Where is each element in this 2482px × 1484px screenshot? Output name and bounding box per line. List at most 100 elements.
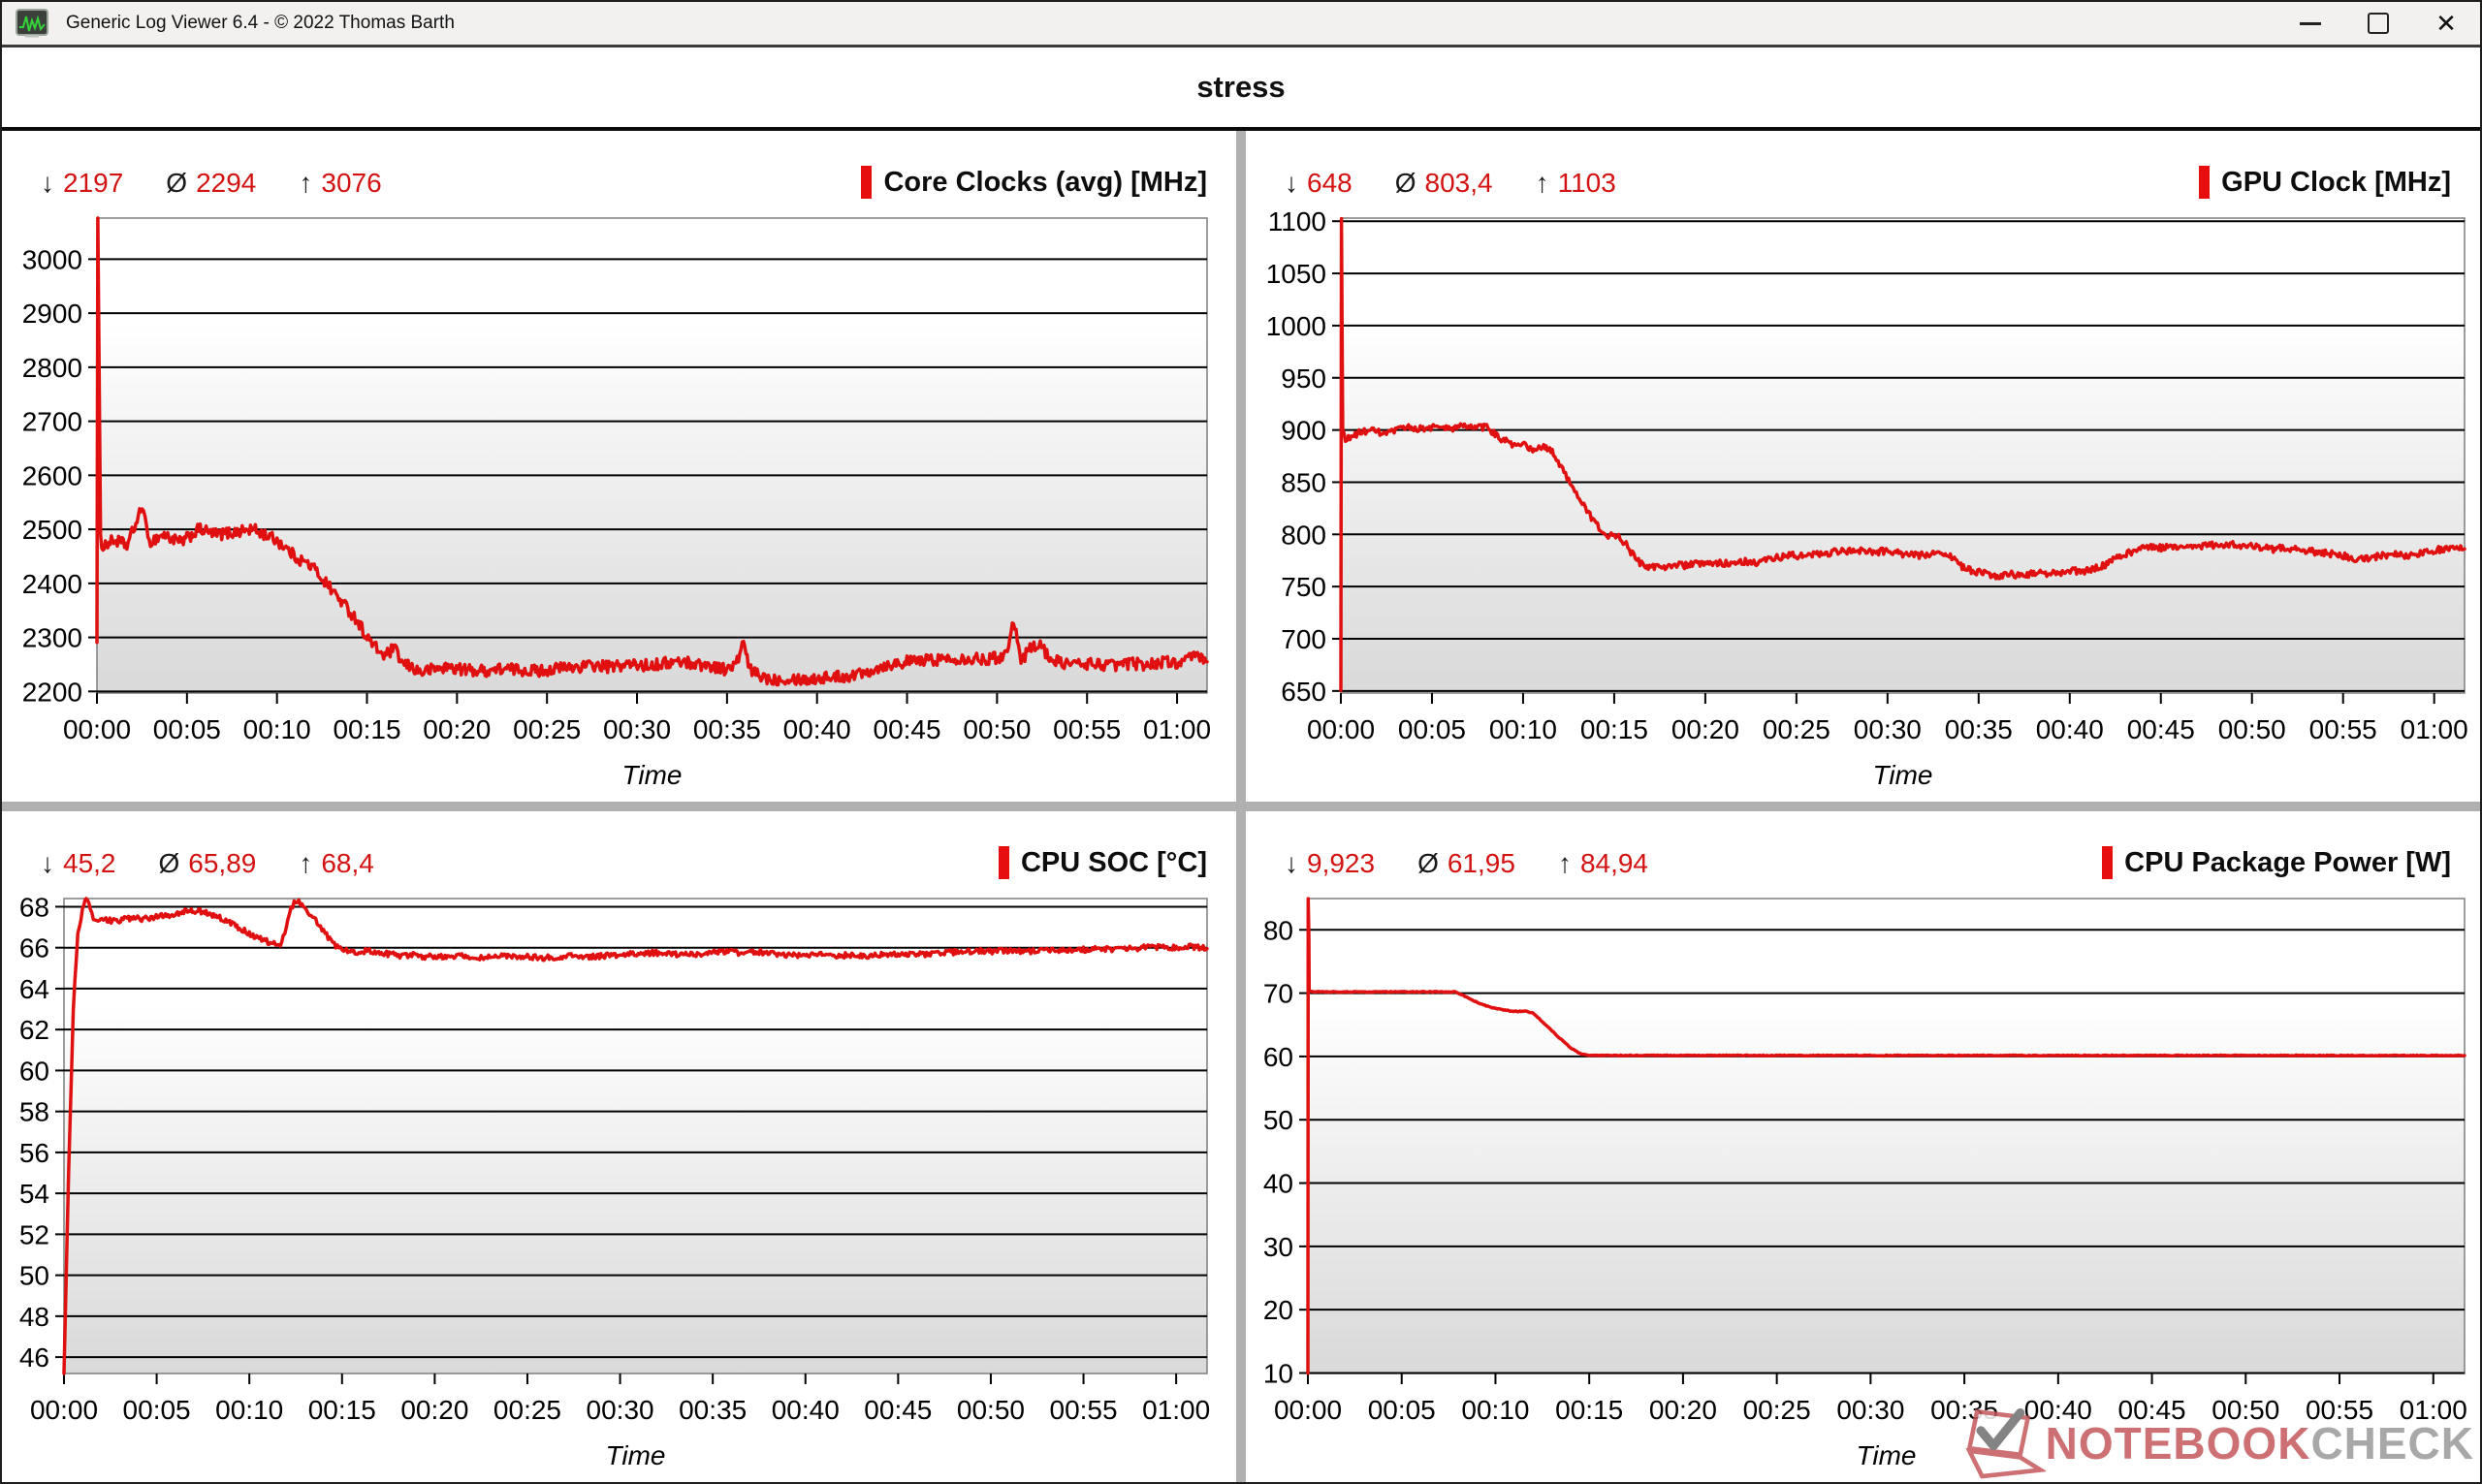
series-color-swatch (2102, 846, 2114, 879)
stat-max-value: 68,4 (321, 848, 374, 878)
svg-text:00:20: 00:20 (400, 1395, 468, 1425)
min-arrow-icon: ↓ (1285, 168, 1298, 198)
svg-text:00:50: 00:50 (963, 714, 1031, 744)
svg-text:00:15: 00:15 (1580, 714, 1648, 744)
chart-plot-core-clocks[interactable]: 2200 2300 2400 2500 2600 2700 2800 2900 3000 00:0… (2, 205, 1236, 802)
svg-text:68: 68 (19, 892, 49, 922)
svg-text:00:35: 00:35 (1945, 714, 2013, 744)
stat-min-value: 9,923 (1307, 848, 1376, 878)
svg-text:48: 48 (19, 1302, 49, 1332)
svg-text:3000: 3000 (22, 244, 82, 274)
svg-text:Time: Time (622, 760, 683, 790)
svg-text:00:15: 00:15 (1555, 1395, 1623, 1425)
maximize-button[interactable] (2344, 2, 2412, 45)
svg-text:2600: 2600 (22, 460, 82, 490)
svg-text:00:40: 00:40 (783, 714, 851, 744)
svg-text:900: 900 (1281, 416, 1326, 446)
min-arrow-icon: ↓ (41, 848, 54, 878)
svg-text:00:55: 00:55 (1053, 714, 1121, 744)
svg-text:2300: 2300 (22, 623, 82, 653)
chart-plot-cpu-soc[interactable]: 46 48 50 52 54 56 58 60 62 64 66 68 00:00 00:05 00:10 0… (2, 885, 1236, 1482)
chart-header: ↓ 45,2 Ø 65,89 ↑ 68,4 CPU SOC [°C] (2, 811, 1236, 885)
svg-text:1100: 1100 (1268, 206, 1326, 237)
svg-text:650: 650 (1281, 677, 1326, 707)
svg-text:70: 70 (1263, 979, 1293, 1009)
svg-text:750: 750 (1281, 572, 1326, 602)
stat-min-value: 2197 (63, 168, 124, 198)
chart-panel-cpu-soc: ↓ 45,2 Ø 65,89 ↑ 68,4 CPU SOC [°C] 46 48 5… (2, 811, 1236, 1482)
chart-plot-gpu-clock[interactable]: 650 700 750 800 850 900 950 1000 1050 1100 00:00 00… (1246, 205, 2480, 802)
svg-text:64: 64 (19, 974, 49, 1004)
window-title: Generic Log Viewer 6.4 - © 2022 Thomas B… (66, 13, 455, 33)
app-icon[interactable] (16, 9, 48, 38)
svg-text:00:05: 00:05 (1398, 714, 1466, 744)
max-arrow-icon: ↑ (299, 848, 313, 878)
svg-text:00:30: 00:30 (587, 1395, 654, 1425)
chart-legend: CPU Package Power [W] (2102, 846, 2451, 879)
svg-text:2700: 2700 (22, 407, 82, 437)
svg-text:60: 60 (1263, 1042, 1293, 1072)
svg-text:00:35: 00:35 (1930, 1395, 1998, 1425)
title-bar: Generic Log Viewer 6.4 - © 2022 Thomas B… (2, 2, 2480, 47)
svg-text:20: 20 (1263, 1295, 1293, 1325)
stat-avg-value: 65,89 (188, 848, 257, 878)
svg-text:00:05: 00:05 (153, 714, 221, 744)
log-header: stress (2, 47, 2480, 131)
chart-plot-cpu-package-power[interactable]: 10 20 30 40 50 60 70 80 00:00 00:05 00:10 00:15 00:2… (1246, 885, 2480, 1482)
svg-text:00:25: 00:25 (1743, 1395, 1811, 1425)
svg-text:00:50: 00:50 (2212, 1395, 2279, 1425)
svg-text:00:00: 00:00 (1274, 1395, 1342, 1425)
svg-text:01:00: 01:00 (2401, 714, 2468, 744)
chart-title: CPU SOC [°C] (1020, 846, 1207, 878)
svg-text:50: 50 (19, 1261, 49, 1291)
svg-text:00:50: 00:50 (957, 1395, 1025, 1425)
svg-text:56: 56 (19, 1138, 49, 1168)
chart-title: CPU Package Power [W] (2124, 846, 2451, 878)
chart-header: ↓ 9,923 Ø 61,95 ↑ 84,94 CPU Package Powe… (1246, 811, 2480, 885)
svg-text:50: 50 (1263, 1105, 1293, 1135)
chart-stats: ↓ 9,923 Ø 61,95 ↑ 84,94 (1285, 848, 1648, 879)
close-icon: ✕ (2435, 9, 2457, 38)
svg-text:800: 800 (1281, 520, 1326, 550)
avg-symbol-icon: Ø (158, 848, 180, 878)
series-color-swatch (861, 166, 873, 199)
series-color-swatch (2199, 166, 2211, 199)
svg-text:10: 10 (1263, 1358, 1293, 1388)
max-arrow-icon: ↑ (1535, 168, 1549, 198)
stat-min-value: 648 (1307, 168, 1352, 198)
svg-text:00:00: 00:00 (30, 1395, 98, 1425)
window-controls: ✕ (2276, 2, 2480, 45)
log-title: stress (1196, 70, 1286, 104)
svg-text:00:30: 00:30 (1854, 714, 1922, 744)
chart-legend: GPU Clock [MHz] (2199, 166, 2451, 199)
svg-text:1050: 1050 (1266, 259, 1326, 289)
chart-panel-gpu-clock: ↓ 648 Ø 803,4 ↑ 1103 GPU Clock [MHz] 650… (1246, 131, 2480, 802)
svg-text:00:15: 00:15 (308, 1395, 376, 1425)
svg-text:00:45: 00:45 (2127, 714, 2195, 744)
svg-text:00:25: 00:25 (493, 1395, 561, 1425)
svg-text:01:00: 01:00 (1142, 1395, 1210, 1425)
svg-text:00:40: 00:40 (2036, 714, 2104, 744)
stat-avg-value: 803,4 (1424, 168, 1493, 198)
svg-text:00:50: 00:50 (2218, 714, 2286, 744)
svg-text:00:25: 00:25 (1763, 714, 1830, 744)
stat-max-value: 3076 (321, 168, 382, 198)
svg-text:Time: Time (606, 1440, 666, 1470)
chart-legend: Core Clocks (avg) [MHz] (861, 166, 1207, 199)
svg-text:00:30: 00:30 (1836, 1395, 1904, 1425)
chart-panel-cpu-package-power: ↓ 9,923 Ø 61,95 ↑ 84,94 CPU Package Powe… (1246, 811, 2480, 1482)
svg-text:850: 850 (1281, 467, 1326, 497)
svg-text:2500: 2500 (22, 515, 82, 545)
svg-text:2400: 2400 (22, 569, 82, 599)
svg-text:00:40: 00:40 (2024, 1395, 2092, 1425)
chart-title: GPU Clock [MHz] (2221, 166, 2451, 198)
svg-text:1000: 1000 (1266, 311, 1326, 341)
minimize-button[interactable] (2276, 2, 2344, 45)
svg-text:60: 60 (19, 1056, 49, 1086)
chart-stats: ↓ 648 Ø 803,4 ↑ 1103 (1285, 168, 1616, 199)
svg-text:00:35: 00:35 (693, 714, 761, 744)
svg-text:00:00: 00:00 (63, 714, 131, 744)
svg-text:58: 58 (19, 1097, 49, 1127)
close-button[interactable]: ✕ (2412, 2, 2480, 45)
